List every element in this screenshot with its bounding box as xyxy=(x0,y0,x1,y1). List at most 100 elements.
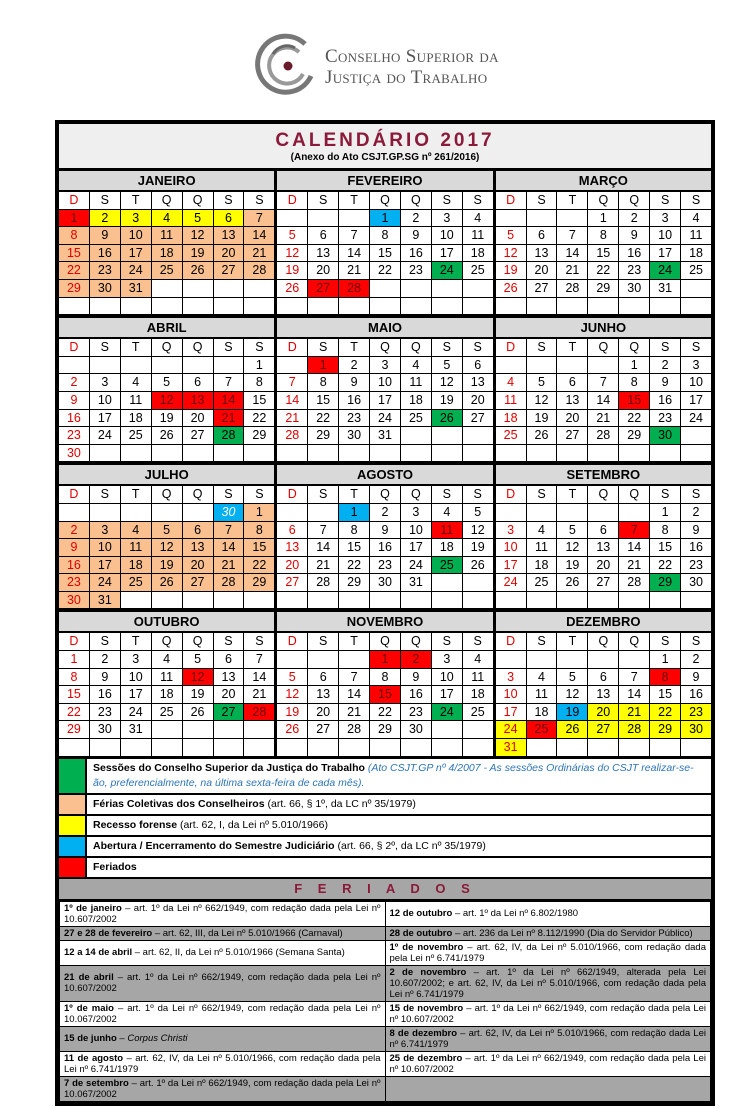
feriado-legal-basis: – xyxy=(116,1033,128,1045)
month-5: JUNHO D S T Q Q S S 1 2 3 4 5 6 7 8 9 10 11 12 13 14 15 16 17 18 1… xyxy=(495,318,711,463)
weekday-header: D xyxy=(495,339,526,356)
weekday-header: S xyxy=(462,192,493,209)
csjt-emblem-icon xyxy=(255,33,314,95)
day-cell: 22 xyxy=(588,262,619,279)
weekday-header: S xyxy=(308,192,339,209)
weekday-header: S xyxy=(308,633,339,651)
day-cell: 18 xyxy=(681,244,711,262)
day-cell: 9 xyxy=(681,668,711,686)
day-cell: 13 xyxy=(308,244,339,262)
day-cell: 24 xyxy=(89,427,120,444)
day-cell xyxy=(370,444,400,462)
legend-detail: (art. 62, I, da Lei nº 5.010/1966) xyxy=(177,818,328,831)
day-cell: 4 xyxy=(151,651,182,668)
day-cell xyxy=(182,591,213,609)
day-cell: 13 xyxy=(182,539,213,556)
day-cell: 23 xyxy=(650,409,681,427)
day-cell: 1 xyxy=(588,209,619,227)
page-title: CALENDÁRIO 2017 xyxy=(275,130,495,151)
day-cell: 24 xyxy=(120,703,151,721)
day-cell: 22 xyxy=(339,556,370,574)
day-cell: 23 xyxy=(89,703,120,721)
day-cell xyxy=(557,209,588,227)
day-cell: 26 xyxy=(151,427,182,444)
feriado-cell: 15 de novembro – art. 1º da Lei nº 662/1… xyxy=(384,1000,711,1027)
day-cell: 18 xyxy=(400,391,431,409)
day-cell xyxy=(151,721,182,739)
feriado-cell: 1º de maio – art. 1º da Lei nº 662/1949,… xyxy=(59,1000,386,1027)
feriado-date: 12 a 14 de abril xyxy=(64,947,133,959)
day-cell: 1 xyxy=(308,356,339,374)
day-cell: 30 xyxy=(681,574,711,591)
day-cell: 7 xyxy=(244,209,275,227)
day-cell xyxy=(681,279,711,297)
day-cell xyxy=(277,503,308,521)
legend-swatch xyxy=(59,857,87,877)
month-6: JULHO D S T Q Q S S 30 1 2 3 4 5 6 7 8 9 10 11 12 13 14 15 16 17 1… xyxy=(59,465,275,610)
day-cell: 25 xyxy=(431,556,462,574)
day-cell: 19 xyxy=(151,409,182,427)
day-cell: 1 xyxy=(59,209,89,227)
weekday-header: Q xyxy=(619,339,650,356)
month-days: D S T Q Q S S 1 2 3 4 5 6 7 8 9 10 11 12 13 14 15 16 17 18 19 20 21… xyxy=(59,339,275,463)
day-cell: 2 xyxy=(681,503,711,521)
day-cell: 2 xyxy=(59,374,89,391)
day-cell: 9 xyxy=(339,374,370,391)
day-cell: 15 xyxy=(244,391,275,409)
day-cell: 6 xyxy=(526,227,557,244)
day-cell: 5 xyxy=(462,503,493,521)
day-cell xyxy=(431,427,462,444)
day-cell: 2 xyxy=(400,209,431,227)
day-cell xyxy=(681,444,711,462)
day-cell xyxy=(370,739,400,756)
day-cell: 3 xyxy=(431,209,462,227)
month-1: FEVEREIRO D S T Q Q S S 1 2 3 4 5 6 7 8 9 10 11 12 13 14 15 16 1… xyxy=(277,171,493,316)
day-cell: 17 xyxy=(681,391,711,409)
day-cell: 16 xyxy=(370,539,400,556)
day-cell: 5 xyxy=(557,521,588,539)
day-cell: 11 xyxy=(526,539,557,556)
weekday-header: Q xyxy=(588,339,619,356)
day-cell xyxy=(588,444,619,462)
day-cell: 14 xyxy=(588,391,619,409)
day-cell: 27 xyxy=(588,574,619,591)
month-days: D S T Q Q S S 1 2 3 4 5 6 7 8 9 10 11 12 13 14 15 16 17 18 19 20 21… xyxy=(59,633,275,757)
day-cell: 26 xyxy=(495,279,526,297)
day-cell xyxy=(308,503,339,521)
day-cell: 22 xyxy=(650,556,681,574)
day-cell: 18 xyxy=(120,409,151,427)
day-cell: 27 xyxy=(557,427,588,444)
day-cell xyxy=(59,739,89,756)
day-cell xyxy=(681,591,711,609)
weekday-header: S xyxy=(650,339,681,356)
day-cell: 21 xyxy=(308,556,339,574)
day-cell xyxy=(526,591,557,609)
org-name-line1: Conselho Superior da xyxy=(325,46,499,67)
weekday-header: S xyxy=(681,192,711,209)
day-cell: 12 xyxy=(277,244,308,262)
feriado-name: Corpus Christi xyxy=(127,1033,188,1045)
feriado-legal-basis: – art. 62, IV, da Lei nº 5.010/1966, com… xyxy=(389,941,707,964)
day-cell: 13 xyxy=(182,391,213,409)
feriado-cell: 2 de novembro – art. 1º da Lei nº 662/19… xyxy=(384,964,711,1002)
day-cell: 11 xyxy=(431,521,462,539)
day-cell xyxy=(213,739,244,756)
day-cell: 25 xyxy=(120,574,151,591)
feriado-cell: 15 de junho – Corpus Christi xyxy=(59,1025,386,1052)
weekday-header: D xyxy=(495,192,526,209)
day-cell: 11 xyxy=(462,668,493,686)
month-days: D S T Q Q S S 1 2 3 4 5 6 7 8 9 10 11 12 13 14 15 16 17 18 19 20 21… xyxy=(277,486,493,610)
feriado-cell: 21 de abril – art. 1º da Lei nº 662/1949… xyxy=(59,964,386,1002)
day-cell: 5 xyxy=(495,227,526,244)
day-cell: 15 xyxy=(619,391,650,409)
day-cell xyxy=(59,356,89,374)
day-cell: 30 xyxy=(213,503,244,521)
day-cell xyxy=(431,279,462,297)
day-cell xyxy=(213,356,244,374)
day-cell: 17 xyxy=(495,556,526,574)
day-cell: 27 xyxy=(213,703,244,721)
feriados-row: 7 de setembro – art. 1º da Lei nº 662/19… xyxy=(59,1075,711,1102)
day-cell: 11 xyxy=(681,227,711,244)
day-cell: 27 xyxy=(277,574,308,591)
day-cell: 7 xyxy=(244,651,275,668)
